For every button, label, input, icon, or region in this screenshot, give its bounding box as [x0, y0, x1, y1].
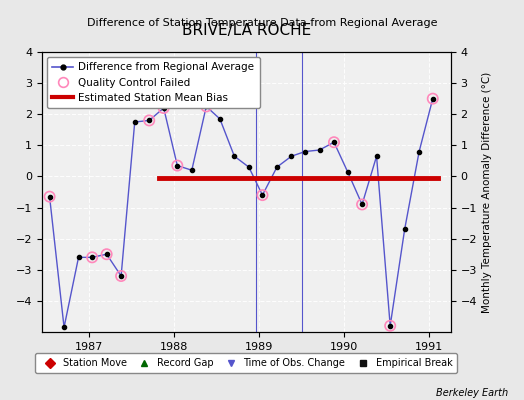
Legend: Difference from Regional Average, Quality Control Failed, Estimated Station Mean: Difference from Regional Average, Qualit… — [47, 57, 259, 108]
Point — [159, 105, 168, 111]
Point — [103, 251, 111, 258]
Y-axis label: Monthly Temperature Anomaly Difference (°C): Monthly Temperature Anomaly Difference (… — [483, 71, 493, 313]
Legend: Station Move, Record Gap, Time of Obs. Change, Empirical Break: Station Move, Record Gap, Time of Obs. C… — [36, 354, 457, 373]
Text: Difference of Station Temperature Data from Regional Average: Difference of Station Temperature Data f… — [87, 18, 437, 28]
Point — [258, 192, 267, 198]
Text: Berkeley Earth: Berkeley Earth — [436, 388, 508, 398]
Point — [429, 96, 437, 102]
Point — [173, 162, 181, 169]
Point — [145, 117, 154, 124]
Point — [358, 201, 366, 208]
Point — [202, 103, 211, 110]
Point — [46, 194, 54, 200]
Point — [386, 322, 395, 329]
Point — [117, 273, 125, 279]
Title: BRIVE/LA ROCHE: BRIVE/LA ROCHE — [182, 23, 311, 38]
Point — [330, 139, 338, 146]
Point — [88, 254, 96, 260]
